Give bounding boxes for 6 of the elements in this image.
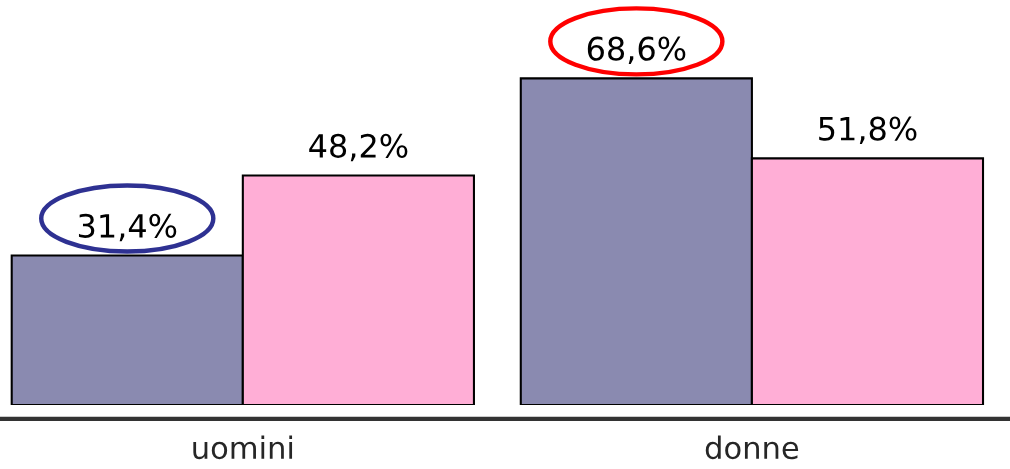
data-label: 48,2% <box>309 133 408 162</box>
data-label: 68,6% <box>587 36 686 65</box>
data-label: 51,8% <box>819 116 917 145</box>
x-tick-label: uomini <box>193 435 293 460</box>
data-label: 31,4% <box>78 213 177 242</box>
x-tick-label: donne <box>705 435 799 460</box>
